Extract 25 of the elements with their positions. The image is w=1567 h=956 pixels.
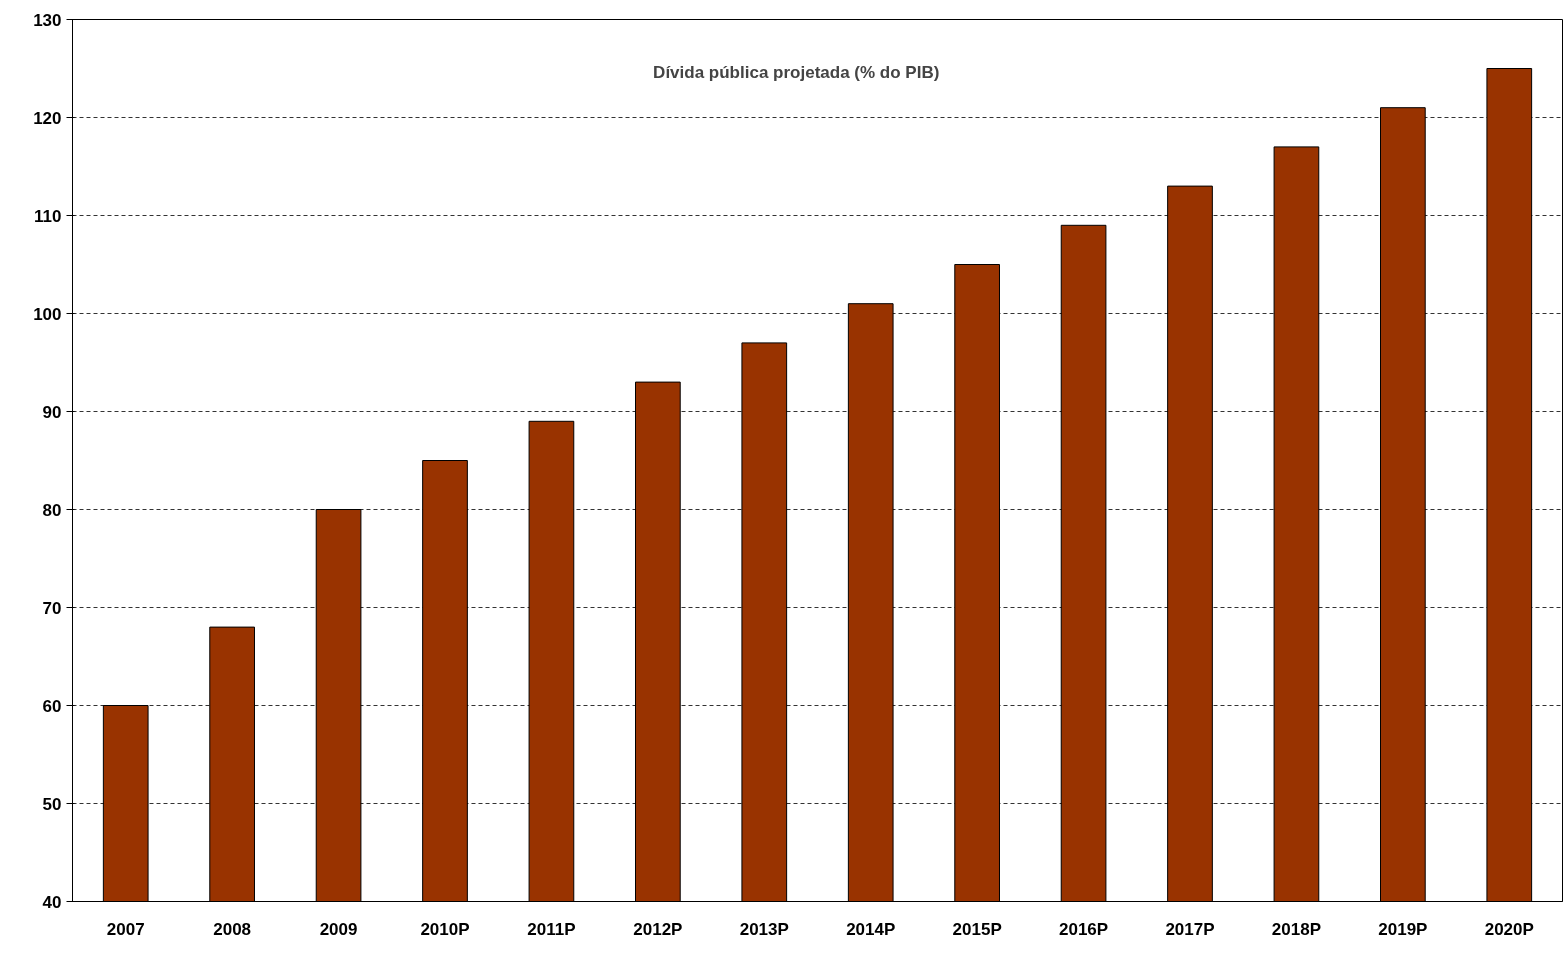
x-tick-label: 2017P bbox=[1165, 919, 1215, 939]
y-tick-label: 70 bbox=[42, 598, 62, 618]
y-tick-label: 40 bbox=[42, 892, 62, 912]
x-tick-label: 2019P bbox=[1378, 919, 1428, 939]
y-tick-label: 130 bbox=[33, 10, 62, 30]
y-tick-label: 80 bbox=[42, 500, 62, 520]
y-tick-label: 120 bbox=[33, 108, 62, 128]
x-tick-label: 2020P bbox=[1484, 919, 1534, 939]
y-tick-label: 110 bbox=[34, 206, 62, 226]
x-tick-label: 2014P bbox=[846, 919, 896, 939]
x-tick-label: 2010P bbox=[420, 919, 470, 939]
x-tick-label: 2013P bbox=[739, 919, 789, 939]
y-tick-label: 50 bbox=[42, 794, 62, 814]
x-tick-label: 2008 bbox=[213, 919, 252, 939]
y-tick-label: 100 bbox=[33, 304, 62, 324]
y-tick-label: 90 bbox=[42, 402, 62, 422]
y-tick-label: 60 bbox=[42, 696, 62, 716]
x-tick-label: 2018P bbox=[1271, 919, 1322, 939]
x-tick-label: 2016P bbox=[1058, 919, 1109, 939]
x-tick-label: 2007 bbox=[106, 919, 145, 939]
x-tick-label: 2011P bbox=[527, 919, 576, 939]
x-tick-label: 2009 bbox=[319, 919, 358, 939]
x-tick-label: 2012P bbox=[633, 919, 683, 939]
text: Dívida pública projetada (% do PIB) bbox=[653, 62, 940, 82]
x-tick-label: 2015P bbox=[952, 919, 1002, 939]
